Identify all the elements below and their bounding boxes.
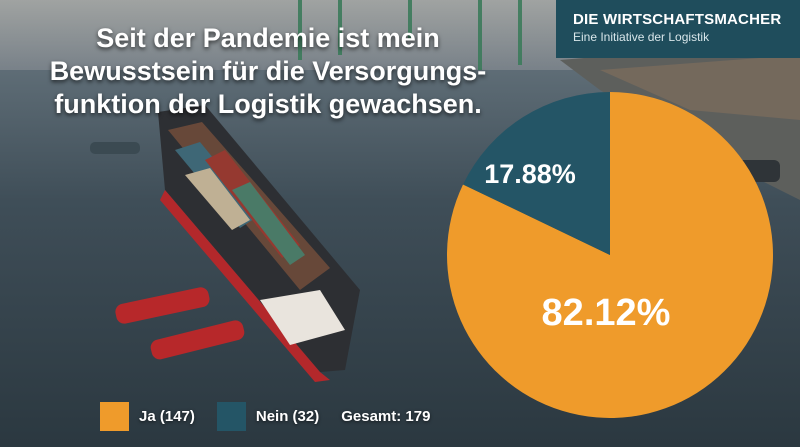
headline-line-3: funktion der Logistik gewachsen. (54, 89, 482, 119)
legend-swatch-ja (100, 401, 129, 431)
pie-label-ja: 82.12% (542, 292, 671, 334)
brand-name: DIE WIRTSCHAFTSMACHER (573, 11, 782, 28)
legend-item-ja: Ja (147) (100, 401, 195, 431)
legend-swatch-nein (216, 401, 246, 431)
legend-item-nein: Nein (32) (216, 401, 320, 431)
pie-slice-nein (463, 92, 610, 255)
pie-label-nein: 17.88% (484, 159, 576, 189)
total-count: Gesamt: 179 (341, 407, 431, 425)
brand-logo: DIE WIRTSCHAFTSMACHER Eine Initiative de… (556, 0, 800, 58)
legend: Ja (147) Nein (32) Gesamt: 179 (100, 401, 430, 431)
headline-line-2: Bewusstsein für die Versorgungs- (49, 56, 487, 86)
headline-line-1: Seit der Pandemie ist mein (96, 23, 440, 53)
headline: Seit der Pandemie ist mein Bewusstsein f… (18, 22, 518, 121)
brand-tagline: Eine Initiative der Logistik (573, 30, 710, 44)
legend-label-ja: Ja (147) (139, 407, 195, 425)
legend-label-nein: Nein (32) (255, 407, 320, 425)
